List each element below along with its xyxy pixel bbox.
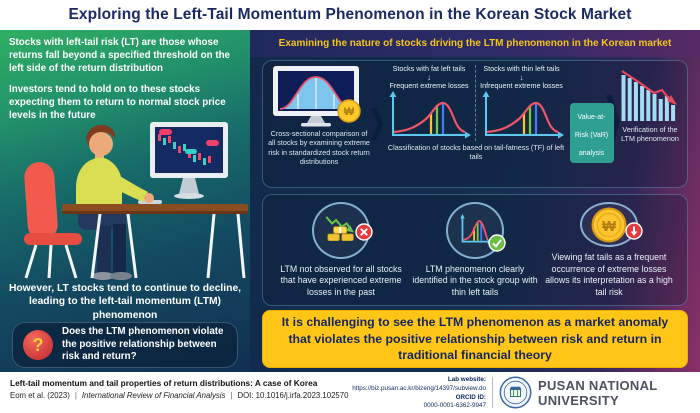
footer-divider — [492, 377, 493, 408]
lab-info: Lab website: https://biz.pusan.ac.kr/biz… — [352, 376, 486, 411]
conclusion-box: It is challenging to see the LTM phenome… — [262, 310, 688, 368]
finding-text: LTM phenomenon clearly identified in the… — [412, 263, 538, 297]
authors: Eom et al. (2023) — [10, 391, 70, 400]
won-coin-icon: ₩ — [580, 202, 643, 248]
fat-tail-result: Frequent extreme losses — [389, 81, 469, 91]
finding-text: LTM not observed for all stocks that hav… — [280, 263, 402, 297]
investor-at-computer-illustration — [0, 110, 250, 282]
orcid-label: ORCID ID: — [455, 393, 486, 401]
thin-tail-distribution-icon — [446, 202, 506, 259]
thin-tail-result: Infrequent extreme losses — [480, 81, 563, 91]
ltm-statement-text: However, LT stocks tend to continue to d… — [8, 283, 242, 321]
page-title: Exploring the Left-Tail Momentum Phenome… — [68, 6, 632, 23]
section-header-text: Examining the nature of stocks driving t… — [278, 38, 672, 49]
doi: DOI: 10.1016/j.irfa.2023.102570 — [237, 391, 349, 400]
conclusion-text: It is challenging to see the LTM phenome… — [281, 314, 669, 363]
lt-definition-text: Stocks with left-tail risk (LT) are thos… — [9, 37, 231, 74]
distribution-monitor-icon: ₩ — [273, 66, 361, 127]
down-arrow-icon: ↓ — [519, 72, 524, 82]
down-arrow-icon: ↓ — [427, 72, 431, 82]
won-symbol: ₩ — [344, 106, 355, 118]
orcid-value: 0000-0001-6362-9947 — [423, 402, 486, 410]
won-symbol: ₩ — [602, 219, 616, 235]
var-analysis-step: Value-at-Risk (VaR) analysis — [569, 65, 620, 183]
fat-tail-column: Stocks with fat left tails ↓ Frequent ex… — [383, 64, 475, 141]
research-question-box: ? Does the LTM phenomenon violate the po… — [12, 322, 238, 368]
check-badge — [488, 234, 506, 252]
flow-arrow-icon — [370, 108, 383, 140]
pnu-logo — [499, 376, 532, 409]
question-mark-icon: ? — [23, 330, 53, 360]
finding-text: Viewing fat tails as a frequent occurren… — [545, 252, 673, 297]
var-label: Value-at-Risk (VaR) analysis — [569, 103, 614, 163]
cross-badge — [355, 223, 373, 241]
investor-illustration-svg — [24, 122, 248, 280]
down-arrow-badge — [625, 222, 643, 240]
finding-item: ₩ Viewing fat tails as a frequent occurr… — [543, 202, 675, 298]
lab-website-label: Lab website: — [447, 376, 486, 383]
citation-meta: Eom et al. (2023) | International Review o… — [10, 391, 349, 400]
lab-website-url: https://biz.pusan.ac.kr/bizeng/14397/sub… — [352, 384, 486, 392]
main-area: Stocks with left-tail risk (LT) are thos… — [0, 30, 700, 372]
classification-caption: Classification of stocks based on tail-f… — [387, 143, 565, 162]
paper-title: Left-tail momentum and tail properties o… — [10, 378, 318, 388]
fat-tail-label: Stocks with fat left tails — [392, 64, 466, 73]
cross-sectional-step: ₩ Cross-sectional comparison of all stoc… — [268, 65, 370, 166]
findings-card: LTM not observed for all stocks that hav… — [262, 194, 688, 306]
title-bar: Exploring the Left-Tail Momentum Phenome… — [0, 0, 700, 30]
money-loss-icon — [312, 202, 373, 259]
classification-step: Stocks with fat left tails ↓ Frequent ex… — [383, 64, 569, 169]
declining-bars-chart — [621, 70, 677, 121]
cross-sectional-caption: Cross-sectional comparison of all stocks… — [268, 129, 370, 167]
journal-name: International Review of Financial Analys… — [81, 391, 226, 400]
methodology-card: ₩ Cross-sectional comparison of all stoc… — [262, 60, 688, 188]
verification-caption: Verification of the LTM phenomenon — [621, 125, 679, 144]
fat-tail-distribution-chart — [389, 91, 471, 139]
research-question-text: Does the LTM phenomenon violate the posi… — [62, 325, 224, 363]
thin-tail-column: Stocks with thin left tails ↓ Infrequent… — [475, 64, 567, 142]
citation: Left-tail momentum and tail properties o… — [10, 378, 348, 400]
thin-tail-label: Stocks with thin left tails — [483, 64, 560, 73]
finding-item: LTM phenomenon clearly identified in the… — [409, 202, 541, 298]
section-header: Examining the nature of stocks driving t… — [250, 30, 700, 57]
verification-step: Verification of the LTM phenomenon — [618, 65, 682, 144]
thin-tail-distribution-chart — [482, 91, 564, 139]
analysis-panel: Examining the nature of stocks driving t… — [250, 30, 700, 372]
finding-item: LTM not observed for all stocks that hav… — [275, 202, 407, 298]
left-intro-panel: Stocks with left-tail risk (LT) are thos… — [0, 30, 250, 372]
footer: Left-tail momentum and tail properties o… — [0, 372, 700, 413]
university-name: PUSAN NATIONAL UNIVERSITY — [538, 377, 658, 408]
investor-behavior-text: Investors tend to hold on to these stock… — [9, 83, 226, 121]
